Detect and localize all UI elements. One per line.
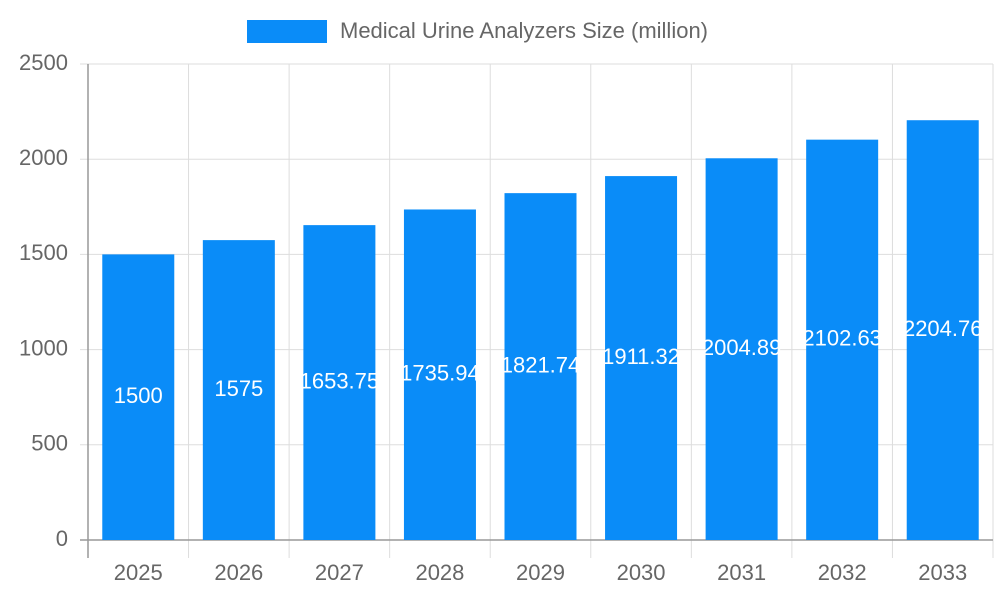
bar bbox=[605, 176, 678, 541]
value-label: 1821.74 bbox=[501, 352, 581, 377]
legend-label: Medical Urine Analyzers Size (million) bbox=[340, 18, 708, 43]
legend-swatch bbox=[247, 20, 327, 43]
x-tick-label: 2032 bbox=[818, 560, 867, 585]
bar bbox=[303, 225, 376, 540]
y-tick-label: 500 bbox=[31, 431, 68, 456]
bar bbox=[102, 254, 175, 540]
value-label: 1575 bbox=[214, 376, 263, 401]
x-tick-label: 2028 bbox=[415, 560, 464, 585]
value-label: 1735.94 bbox=[400, 361, 480, 386]
value-label: 1911.32 bbox=[602, 344, 680, 369]
value-label: 2004.89 bbox=[702, 335, 782, 360]
bar bbox=[202, 240, 275, 540]
x-tick-label: 2029 bbox=[516, 560, 565, 585]
x-tick-label: 2027 bbox=[315, 560, 364, 585]
bar bbox=[806, 139, 879, 540]
bar bbox=[906, 120, 979, 541]
y-tick-label: 2000 bbox=[19, 145, 68, 170]
x-tick-label: 2030 bbox=[617, 560, 666, 585]
bar bbox=[403, 209, 476, 540]
y-tick-label: 1000 bbox=[19, 335, 68, 360]
bar bbox=[504, 193, 577, 541]
y-tick-label: 1500 bbox=[19, 240, 68, 265]
x-tick-label: 2026 bbox=[214, 560, 263, 585]
bar bbox=[705, 158, 778, 540]
x-tick-label: 2033 bbox=[918, 560, 967, 585]
y-tick-label: 2500 bbox=[19, 50, 68, 75]
value-label: 2204.76 bbox=[903, 316, 983, 341]
x-tick-label: 2031 bbox=[717, 560, 766, 585]
value-label: 1500 bbox=[114, 383, 163, 408]
value-label: 1653.75 bbox=[300, 368, 380, 393]
y-tick-label: 0 bbox=[56, 526, 68, 551]
x-tick-label: 2025 bbox=[114, 560, 163, 585]
value-label: 2102.63 bbox=[802, 326, 882, 351]
